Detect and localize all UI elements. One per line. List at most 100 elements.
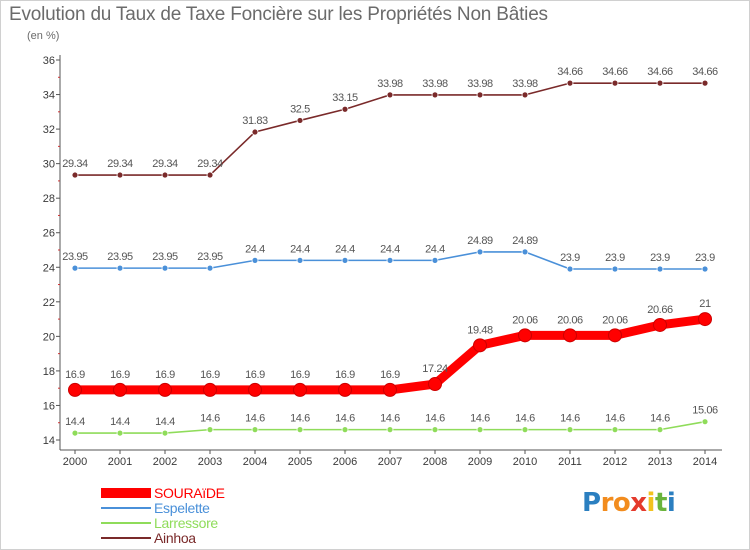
data-label-larressore: 14.6 (380, 413, 400, 425)
data-point-sourade (338, 382, 352, 397)
data-label-espelette: 23.95 (152, 251, 178, 263)
x-tick-label: 2005 (288, 456, 312, 468)
data-point-ainhoa (386, 91, 394, 99)
data-labels-layer: 23.95 23.95 23.95 23.95 24.4 24.4 24.4 24.4 24.4… (62, 66, 718, 428)
logo-letter: t (654, 488, 667, 518)
data-point-espelette (341, 256, 349, 264)
data-point-larressore (206, 426, 214, 434)
data-point-ainhoa (296, 117, 304, 124)
data-label-ainhoa: 29.34 (197, 158, 223, 170)
data-point-sourade (158, 382, 172, 397)
legend-label-larressore: Larressore (154, 515, 218, 531)
data-label-ainhoa: 34.66 (692, 66, 718, 78)
data-label-sourade: 20.06 (557, 314, 583, 326)
x-tick-label: 2013 (648, 456, 672, 468)
data-label-espelette: 23.95 (62, 251, 88, 263)
data-label-ainhoa: 29.34 (107, 158, 133, 170)
data-label-sourade: 17.24 (422, 363, 448, 375)
data-label-sourade: 16.9 (110, 369, 130, 381)
chart-axes: 14 16 18 20 22 24 26 28 30 32 34 36 2000 2001 2002 2003… (43, 55, 722, 468)
data-point-larressore (701, 418, 709, 426)
x-tick-label: 2008 (423, 456, 447, 468)
logo-letter: i (666, 488, 676, 518)
data-point-sourade (653, 317, 667, 332)
data-point-ainhoa (656, 79, 664, 87)
data-label-espelette: 24.4 (335, 243, 355, 255)
data-point-espelette (656, 265, 664, 273)
data-point-larressore (251, 426, 259, 434)
data-label-larressore: 15.06 (692, 405, 718, 417)
data-label-espelette: 24.89 (512, 235, 538, 247)
data-label-ainhoa: 29.34 (152, 158, 178, 170)
y-tick-label: 16 (43, 400, 55, 412)
x-tick-label: 2012 (603, 456, 627, 468)
data-label-espelette: 24.4 (380, 243, 400, 255)
y-tick-label: 26 (43, 228, 55, 240)
logo-letter: i (646, 488, 656, 518)
x-tick-label: 2004 (243, 456, 267, 468)
data-point-larressore (566, 426, 574, 434)
data-point-espelette (701, 265, 709, 273)
data-point-larressore (296, 426, 304, 434)
logo-letter: P (582, 488, 601, 518)
data-point-larressore (116, 429, 124, 437)
data-point-sourade (113, 382, 127, 397)
data-label-espelette: 23.9 (560, 252, 580, 264)
data-label-larressore: 14.6 (290, 413, 310, 425)
data-label-espelette: 24.4 (425, 243, 445, 255)
legend-label-sourade: SOURAïDE (154, 485, 225, 501)
data-point-ainhoa (431, 91, 439, 99)
data-point-sourade (608, 328, 622, 343)
data-label-ainhoa: 34.66 (557, 66, 583, 78)
data-point-espelette (476, 248, 484, 256)
data-label-espelette: 23.95 (107, 251, 133, 263)
y-tick-label: 36 (43, 55, 55, 67)
data-label-ainhoa: 33.98 (422, 78, 448, 90)
x-tick-label: 2011 (558, 456, 582, 468)
data-point-espelette (116, 264, 124, 272)
data-point-espelette (386, 256, 394, 264)
data-label-espelette: 23.9 (650, 252, 670, 264)
data-label-larressore: 14.6 (650, 413, 670, 425)
data-point-ainhoa (116, 171, 124, 179)
proxiti-logo: Proxiti (582, 488, 676, 518)
data-label-espelette: 23.95 (197, 251, 223, 263)
data-label-larressore: 14.6 (200, 413, 220, 425)
legend-label-ainhoa: Ainhoa (154, 530, 196, 546)
data-label-larressore: 14.6 (605, 413, 625, 425)
data-label-sourade: 20.06 (512, 314, 538, 326)
data-point-larressore (341, 426, 349, 434)
x-tick-label: 2007 (378, 456, 402, 468)
data-point-sourade (293, 382, 307, 397)
data-point-ainhoa (566, 79, 574, 87)
logo-letter: r (600, 488, 614, 518)
data-label-ainhoa: 32.5 (290, 103, 310, 115)
y-tick-label: 24 (43, 262, 55, 274)
data-point-ainhoa (701, 79, 709, 87)
data-point-sourade (383, 382, 397, 397)
data-point-sourade (68, 382, 82, 397)
chart-title: Evolution du Taux de Taxe Foncière sur l… (9, 4, 548, 25)
data-point-ainhoa (251, 128, 259, 136)
data-label-larressore: 14.6 (470, 413, 490, 425)
data-label-sourade: 16.9 (65, 369, 85, 381)
y-tick-label: 18 (43, 366, 55, 378)
data-point-sourade (428, 377, 442, 392)
data-label-espelette: 24.4 (245, 243, 265, 255)
data-point-espelette (206, 264, 214, 272)
data-label-ainhoa: 33.98 (377, 78, 403, 90)
y-tick-label: 28 (43, 193, 55, 205)
legend-label-espelette: Espelette (154, 500, 210, 516)
data-point-sourade (248, 382, 262, 397)
data-point-larressore (386, 426, 394, 434)
data-point-espelette (431, 256, 439, 264)
data-point-ainhoa (71, 171, 79, 179)
data-label-ainhoa: 33.15 (332, 92, 358, 104)
data-label-espelette: 23.9 (695, 252, 715, 264)
data-point-ainhoa (611, 79, 619, 87)
data-label-espelette: 24.4 (290, 243, 310, 255)
data-label-sourade: 20.66 (647, 304, 673, 316)
data-point-sourade (563, 328, 577, 343)
